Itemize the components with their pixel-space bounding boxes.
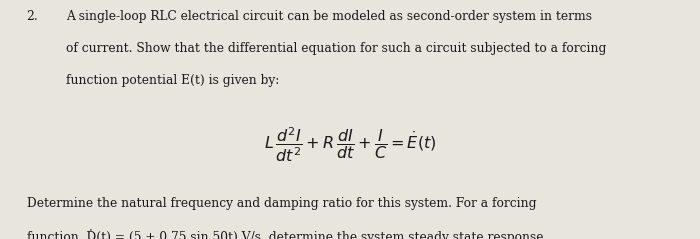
Text: function, Ḋ(t) = (5 + 0.75 sin 50t) V/s, determine the system steady state respo: function, Ḋ(t) = (5 + 0.75 sin 50t) V/s,… [27, 229, 543, 239]
Text: Determine the natural frequency and damping ratio for this system. For a forcing: Determine the natural frequency and damp… [27, 197, 536, 210]
Text: $L\,\dfrac{d^2I}{dt^2} + R\,\dfrac{dI}{dt} + \dfrac{I}{C} = \dot{E}(t)$: $L\,\dfrac{d^2I}{dt^2} + R\,\dfrac{dI}{d… [264, 126, 436, 164]
Text: function potential E(t) is given by:: function potential E(t) is given by: [66, 74, 280, 87]
Text: 2.: 2. [27, 10, 38, 22]
Text: of current. Show that the differential equation for such a circuit subjected to : of current. Show that the differential e… [66, 42, 607, 55]
Text: A single-loop RLC electrical circuit can be modeled as second-order system in te: A single-loop RLC electrical circuit can… [66, 10, 592, 22]
